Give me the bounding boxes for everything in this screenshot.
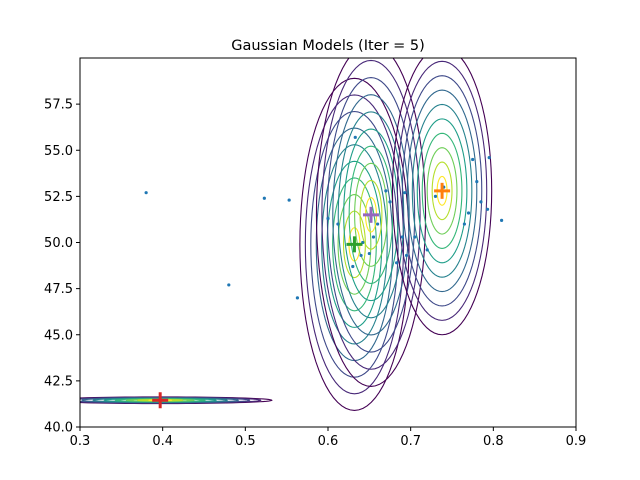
contour-line — [401, 75, 483, 307]
x-tick-label: 0.9 — [566, 434, 587, 449]
contour-line — [431, 161, 453, 221]
contour-line — [315, 58, 427, 387]
contour-line — [304, 94, 405, 395]
x-tick-label: 0.4 — [152, 434, 173, 449]
y-tick-label: 47.5 — [44, 282, 73, 297]
data-point — [144, 191, 148, 195]
data-point — [371, 235, 376, 239]
data-point — [462, 222, 466, 226]
data-point — [336, 222, 340, 226]
y-tick-label: 55.0 — [44, 144, 73, 159]
data-point — [475, 180, 479, 184]
contour-line — [321, 144, 388, 345]
data-point — [433, 194, 438, 198]
contour-layer — [80, 58, 493, 411]
data-point — [400, 235, 404, 239]
data-point — [351, 264, 355, 269]
data-point — [471, 157, 475, 162]
data-point — [485, 207, 490, 211]
contour-line — [332, 94, 410, 336]
y-tick-label: 52.5 — [44, 190, 73, 205]
contour-line — [343, 128, 399, 302]
x-tick-label: 0.6 — [318, 434, 339, 449]
data-point — [466, 211, 471, 215]
data-point — [326, 216, 330, 221]
data-point — [425, 248, 429, 252]
y-tick-label: 50.0 — [44, 236, 73, 251]
contour-line — [421, 132, 463, 249]
contour-line — [337, 111, 405, 319]
contour-line — [354, 162, 388, 267]
contour-line — [348, 145, 394, 285]
y-tick-label: 42.5 — [44, 374, 73, 389]
contour-line — [396, 60, 488, 321]
data-point — [388, 200, 392, 204]
contour-line — [337, 193, 372, 295]
y-tick-label: 45.0 — [44, 328, 73, 343]
x-tick-label: 0.8 — [483, 434, 504, 449]
data-points-layer — [144, 135, 504, 300]
y-tick-label: 40.0 — [44, 421, 73, 436]
y-tick-label: 57.5 — [44, 98, 73, 113]
data-point — [359, 253, 363, 258]
data-point — [376, 222, 380, 226]
contour-line — [406, 89, 478, 293]
contour-line — [299, 77, 410, 411]
chart-title: Gaussian Models (Iter = 5) — [231, 38, 425, 54]
x-axis: 0.3 0.4 0.5 0.6 0.7 0.8 0.9 — [70, 427, 587, 449]
contour-line — [426, 147, 458, 235]
component-mean-marker — [346, 236, 363, 253]
data-point — [287, 198, 291, 202]
data-point — [487, 156, 491, 160]
contour-line — [310, 110, 399, 378]
data-point — [262, 196, 266, 200]
data-point — [353, 135, 357, 139]
data-point — [384, 189, 388, 193]
data-point — [403, 191, 407, 195]
component-mean-marker — [152, 392, 169, 409]
x-tick-label: 0.5 — [235, 434, 256, 449]
data-point — [479, 200, 483, 204]
contour-line — [391, 58, 493, 336]
data-point — [404, 253, 409, 258]
component-mean-marker — [362, 206, 379, 223]
data-point — [500, 218, 504, 222]
x-tick-label: 0.3 — [70, 434, 91, 449]
data-point — [227, 283, 231, 287]
data-point — [367, 251, 371, 256]
data-point — [295, 296, 300, 300]
y-axis: 40.0 42.5 45.0 47.5 50.0 52.5 55.0 57.5 — [44, 98, 80, 436]
component-mean-marker — [434, 182, 451, 199]
x-tick-label: 0.7 — [400, 434, 421, 449]
contour-line — [332, 177, 377, 312]
contour-line — [416, 118, 468, 264]
contour-line — [359, 179, 383, 250]
contour-line — [326, 77, 416, 353]
contour-line — [411, 103, 473, 278]
data-point — [413, 235, 417, 239]
data-point — [395, 261, 399, 265]
contour-line — [321, 59, 421, 370]
component-means-layer — [152, 182, 451, 409]
